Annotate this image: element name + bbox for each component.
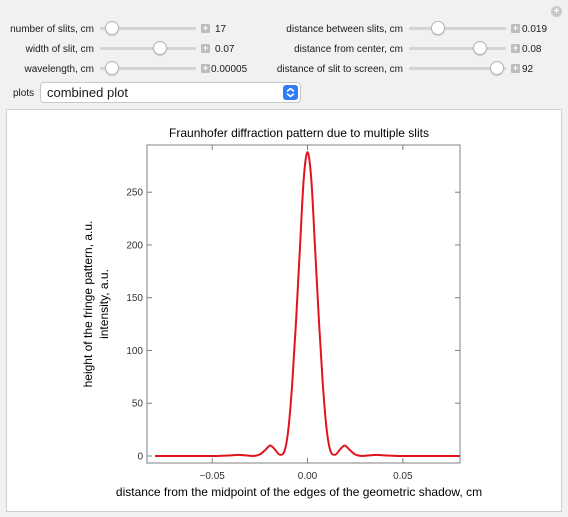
distance-from-center-label: distance from center, cm xyxy=(294,44,403,55)
y-axis-label-height: height of the fringe pattern, a.u. xyxy=(81,221,95,388)
slider-thumb[interactable] xyxy=(153,41,168,55)
distance-from-center-value: 0.08 xyxy=(522,44,542,55)
slider-thumb[interactable] xyxy=(472,41,487,55)
slider-track xyxy=(100,27,196,30)
y-tick-label: 50 xyxy=(132,399,144,410)
y-tick-label: 0 xyxy=(137,452,143,463)
width-of-slit-label: width of slit, cm xyxy=(25,44,94,55)
width-of-slit-value: 0.07 xyxy=(215,44,235,55)
y-tick-label: 200 xyxy=(126,240,143,251)
plot-panel: Fraunhofer diffraction pattern due to mu… xyxy=(6,109,562,512)
slider-track xyxy=(409,67,506,70)
distance-slit-to-screen-slider[interactable] xyxy=(409,61,506,75)
x-tick-label: −0.05 xyxy=(200,471,226,482)
plots-label: plots xyxy=(13,88,35,99)
y-tick-label: 250 xyxy=(126,188,143,199)
slider-thumb[interactable] xyxy=(490,61,505,75)
distance-between-slits-value: 0.019 xyxy=(522,24,548,35)
slider-thumb[interactable] xyxy=(431,21,446,35)
plots-select[interactable]: combined plot xyxy=(40,82,301,103)
distance-slit-to-screen-value: 92 xyxy=(522,64,534,75)
x-tick-label: 0.05 xyxy=(393,471,413,482)
y-axis: 0 50 100 150 200 250 xyxy=(126,188,460,463)
distance-slit-to-screen-plus-icon[interactable]: + xyxy=(511,63,520,73)
number-of-slits-slider[interactable] xyxy=(100,21,196,35)
x-axis: −0.05 0.00 0.05 xyxy=(200,145,413,482)
distance-between-slits-slider[interactable] xyxy=(409,21,506,35)
wavelength-slider[interactable] xyxy=(100,61,196,75)
slider-thumb[interactable] xyxy=(104,61,119,75)
intensity-curve xyxy=(155,151,460,458)
number-of-slits-plus-icon[interactable]: + xyxy=(201,23,210,33)
chevron-up-down-icon[interactable] xyxy=(283,85,298,100)
wavelength-label: wavelength, cm xyxy=(24,64,94,75)
wavelength-plus-icon[interactable]: + xyxy=(201,63,210,73)
y-tick-label: 100 xyxy=(126,346,143,357)
diffraction-chart: Fraunhofer diffraction pattern due to mu… xyxy=(81,126,482,499)
distance-from-center-slider[interactable] xyxy=(409,41,506,55)
slider-track xyxy=(409,47,506,50)
x-axis-label: distance from the midpoint of the edges … xyxy=(116,485,482,499)
y-tick-label: 150 xyxy=(126,293,143,304)
expand-plus-icon[interactable]: + xyxy=(551,6,562,17)
distance-from-center-plus-icon[interactable]: + xyxy=(511,43,520,53)
plot-frame xyxy=(146,144,461,464)
width-of-slit-plus-icon[interactable]: + xyxy=(201,43,210,53)
x-tick-label: 0.00 xyxy=(298,471,318,482)
slider-track xyxy=(100,67,196,70)
wavelength-value: 0.00005 xyxy=(211,64,248,75)
distance-between-slits-label: distance between slits, cm xyxy=(286,24,403,35)
number-of-slits-value: 17 xyxy=(215,24,227,35)
slider-thumb[interactable] xyxy=(104,21,119,35)
plots-select-value: combined plot xyxy=(47,85,128,100)
slider-track xyxy=(409,27,506,30)
slider-track xyxy=(100,47,196,50)
chart-title: Fraunhofer diffraction pattern due to mu… xyxy=(169,126,429,140)
distance-between-slits-plus-icon[interactable]: + xyxy=(511,23,520,33)
distance-slit-to-screen-label: distance of slit to screen, cm xyxy=(276,64,403,75)
width-of-slit-slider[interactable] xyxy=(100,41,196,55)
number-of-slits-label: number of slits, cm xyxy=(10,24,94,35)
y-axis-label-intensity: intensity, a.u. xyxy=(97,269,111,339)
